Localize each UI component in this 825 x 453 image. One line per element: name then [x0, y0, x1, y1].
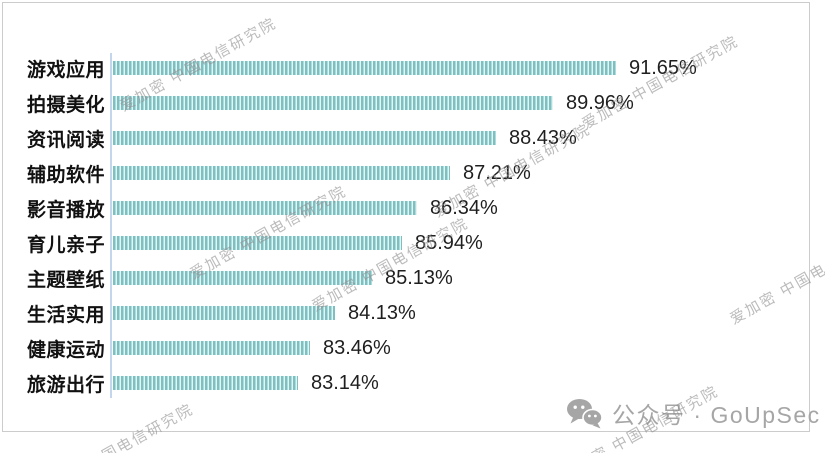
bar — [113, 96, 553, 110]
bar — [113, 61, 616, 75]
bar — [113, 131, 496, 145]
value-label: 83.14% — [311, 371, 379, 394]
bar-row: 主题壁纸 85.13% — [0, 261, 820, 296]
value-label: 89.96% — [566, 91, 634, 114]
value-label: 91.65% — [629, 56, 697, 79]
value-label: 84.13% — [348, 301, 416, 324]
bar — [113, 236, 402, 250]
bar — [113, 306, 335, 320]
value-label: 87.21% — [463, 161, 531, 184]
bar-row: 影音播放 86.34% — [0, 191, 820, 226]
bar — [113, 271, 372, 285]
y-axis-line — [110, 53, 112, 398]
bar — [113, 201, 417, 215]
bar-row: 资讯阅读 88.43% — [0, 121, 820, 156]
value-label: 83.46% — [323, 336, 391, 359]
value-label: 85.94% — [415, 231, 483, 254]
value-label: 88.43% — [509, 126, 577, 149]
category-label: 辅助软件 — [26, 164, 105, 186]
bar — [113, 341, 310, 355]
bar-row: 生活实用 84.13% — [0, 296, 820, 331]
value-label: 86.34% — [430, 196, 498, 219]
category-label: 拍摄美化 — [26, 94, 105, 116]
bar-row: 育儿亲子 85.94% — [0, 226, 820, 261]
wechat-icon — [566, 398, 603, 429]
footer-label: 公众号 · GoUpSec — [612, 402, 821, 428]
category-label: 主题壁纸 — [26, 269, 105, 291]
category-label: 影音播放 — [26, 199, 105, 221]
category-label: 健康运动 — [26, 339, 105, 361]
category-label: 资讯阅读 — [26, 129, 105, 151]
category-label: 游戏应用 — [26, 59, 105, 81]
footer-branding: 公众号 · GoUpSec — [566, 396, 821, 430]
category-label: 生活实用 — [26, 304, 105, 326]
category-label: 育儿亲子 — [26, 234, 105, 256]
value-label: 85.13% — [385, 266, 453, 289]
bar — [113, 376, 298, 390]
bar-row: 旅游出行 83.14% — [0, 366, 820, 401]
bar-row: 游戏应用 91.65% — [0, 51, 820, 86]
bar-row: 辅助软件 87.21% — [0, 156, 820, 191]
bar — [113, 166, 450, 180]
category-label: 旅游出行 — [26, 374, 105, 396]
bar-row: 拍摄美化 89.96% — [0, 86, 820, 121]
bar-row: 健康运动 83.46% — [0, 331, 820, 366]
